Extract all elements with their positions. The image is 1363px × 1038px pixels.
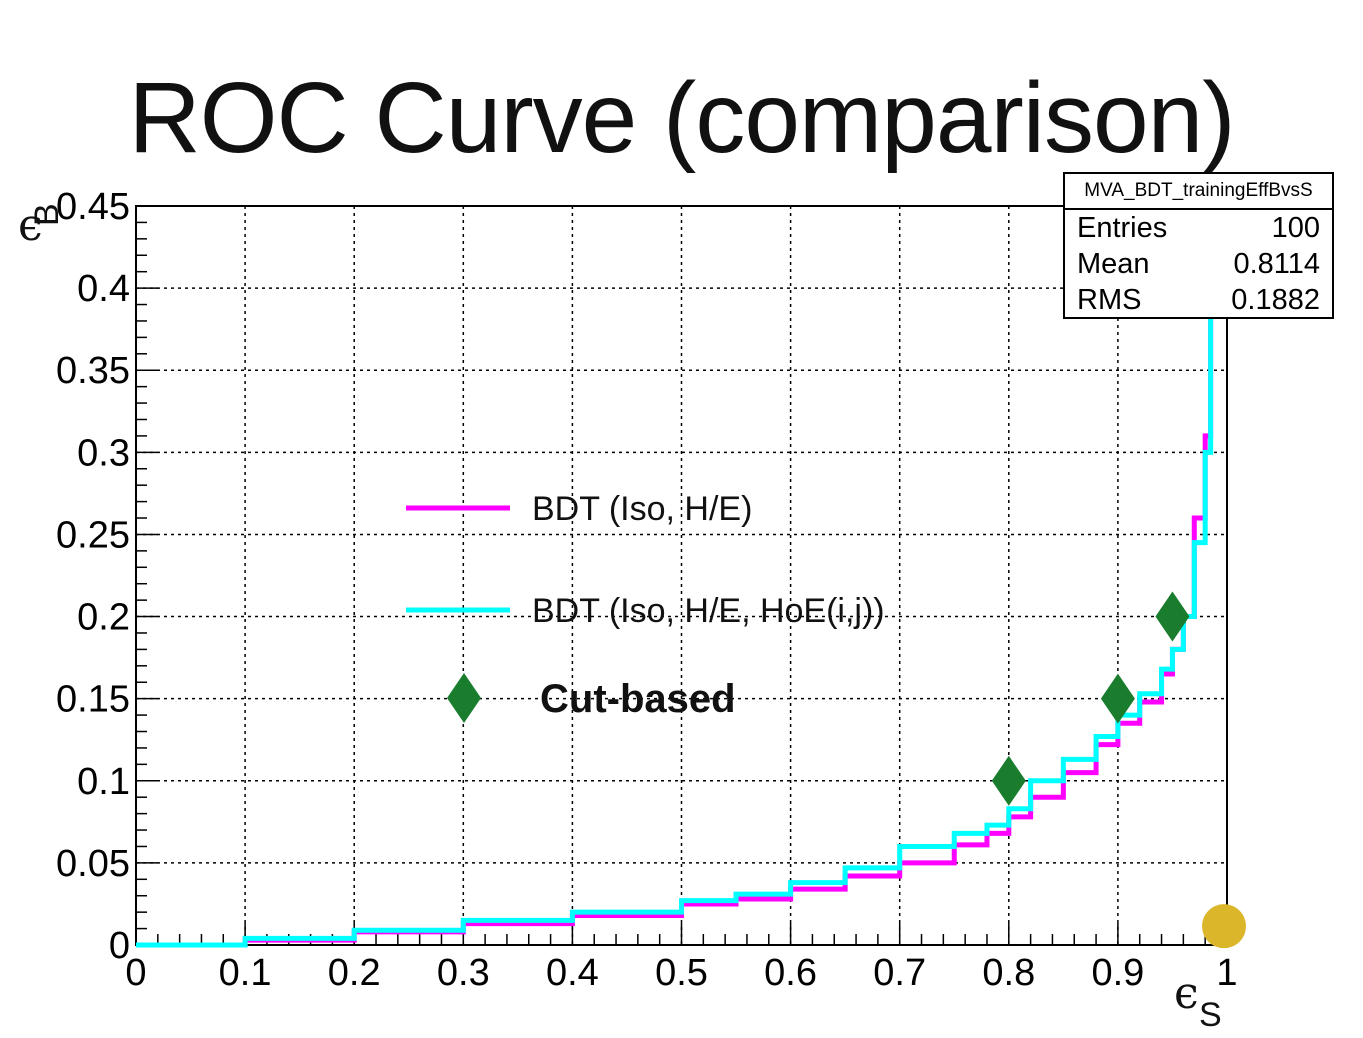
y-tick-label: 0.1 bbox=[77, 761, 130, 803]
tick-labels: 0 0.1 0.2 0.3 0.4 0.5 0.6 0.7 0.8 0.9 1 0 0.05 0.1 0.1… bbox=[56, 186, 1238, 994]
x-axis-label-sub: S bbox=[1199, 996, 1222, 1034]
y-tick-label: 0.35 bbox=[56, 350, 130, 392]
legend: BDT (Iso, H/E) BDT (Iso, H/E, HoE(i,j)) Cu… bbox=[406, 490, 885, 723]
stats-row-mean: Mean 0.8114 bbox=[1065, 246, 1332, 282]
series-layer bbox=[136, 203, 1219, 948]
x-tick-label: 0.2 bbox=[328, 952, 381, 994]
marker-layer bbox=[991, 591, 1246, 949]
stats-label: Entries bbox=[1077, 212, 1168, 244]
stats-title: MVA_BDT_trainingEffBvsS bbox=[1065, 174, 1332, 210]
page-title: ROC Curve (comparison) bbox=[128, 62, 1235, 174]
axes bbox=[135, 205, 1228, 946]
y-tick-label: 0 bbox=[109, 925, 130, 967]
cut-based-point bbox=[1155, 591, 1190, 642]
y-tick-label: 0.05 bbox=[56, 843, 130, 885]
stats-row-entries: Entries 100 bbox=[1065, 210, 1332, 246]
stats-label: Mean bbox=[1077, 248, 1150, 280]
stats-value: 0.1882 bbox=[1231, 284, 1320, 316]
legend-label: BDT (Iso, H/E) bbox=[532, 490, 752, 528]
stats-label: RMS bbox=[1077, 284, 1142, 316]
optimal-point bbox=[1202, 904, 1246, 949]
y-tick-label: 0.15 bbox=[56, 679, 130, 721]
x-tick-label: 0.1 bbox=[219, 952, 272, 994]
legend-label: BDT (Iso, H/E, HoE(i,j)) bbox=[532, 592, 885, 630]
y-tick-label: 0.4 bbox=[77, 268, 130, 310]
x-tick-label: 0 bbox=[125, 952, 146, 994]
x-tick-label: 0.8 bbox=[982, 952, 1035, 994]
y-tick-label: 0.45 bbox=[56, 186, 130, 228]
y-tick-label: 0.2 bbox=[77, 597, 130, 639]
legend-swatch bbox=[447, 673, 481, 723]
y-tick-label: 0.3 bbox=[77, 432, 130, 474]
bdt-iso-he-curve bbox=[136, 206, 1219, 948]
cut-based-point bbox=[1100, 673, 1135, 724]
stats-row-rms: RMS 0.1882 bbox=[1065, 282, 1332, 318]
x-tick-label: 0.3 bbox=[437, 952, 490, 994]
x-tick-label: 0.6 bbox=[764, 952, 817, 994]
x-axis-label: ϵ bbox=[1174, 968, 1199, 1019]
x-tick-label: 0.9 bbox=[1091, 952, 1144, 994]
y-tick-label: 0.25 bbox=[56, 514, 130, 556]
stats-value: 100 bbox=[1271, 212, 1320, 244]
y-axis-label-sub: B bbox=[28, 203, 66, 226]
x-tick-label: 0.5 bbox=[655, 952, 708, 994]
bdt-iso-he-hoe-curve bbox=[136, 203, 1217, 948]
legend-label: Cut-based bbox=[540, 677, 736, 721]
cut-based-point bbox=[991, 755, 1026, 806]
x-tick-label: 0.7 bbox=[873, 952, 926, 994]
x-tick-label: 0.4 bbox=[546, 952, 599, 994]
x-tick-label: 1 bbox=[1216, 952, 1237, 994]
y-axis-label: ϵ bbox=[18, 200, 43, 251]
stats-value: 0.8114 bbox=[1233, 248, 1320, 280]
stats-box: MVA_BDT_trainingEffBvsS Entries 100 Mean… bbox=[1063, 172, 1334, 319]
